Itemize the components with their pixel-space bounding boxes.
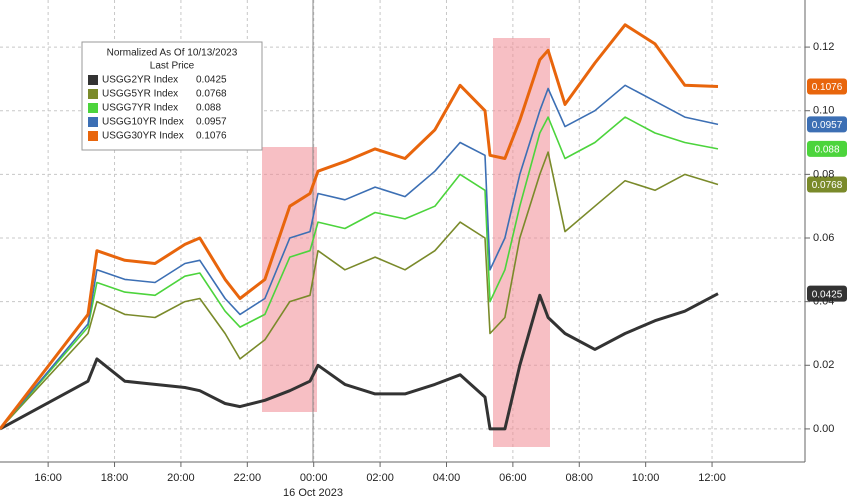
legend-label: USGG5YR Index <box>102 89 178 100</box>
last-price-label: 0.0957 <box>812 120 843 131</box>
last-price-label: 0.088 <box>814 145 839 156</box>
legend-value: 0.0957 <box>196 117 227 128</box>
y-tick-label: 0.04 <box>813 296 834 308</box>
legend-swatch <box>88 131 98 141</box>
x-tick-label: 08:00 <box>566 472 594 484</box>
legend-subtitle: Last Price <box>150 61 195 72</box>
legend-swatch <box>88 75 98 85</box>
y-tick-label: 0.06 <box>813 232 834 244</box>
highlight-span <box>493 38 550 447</box>
legend-value: 0.088 <box>196 103 221 114</box>
y-tick-label: 0.12 <box>813 41 834 53</box>
series-line <box>0 84 719 430</box>
x-sublabel: 16 Oct 2023 <box>283 487 343 499</box>
legend-label: USGG7YR Index <box>102 103 178 114</box>
legend-label: USGG2YR Index <box>102 75 178 86</box>
y-tick-label: 0.08 <box>813 168 834 180</box>
series-line <box>0 151 719 430</box>
legend: Normalized As Of 10/13/2023 Last Price U… <box>81 41 263 151</box>
last-price-label: 0.0425 <box>812 289 843 300</box>
legend-title: Normalized As Of 10/13/2023 <box>107 48 238 59</box>
x-tick-label: 04:00 <box>433 472 461 484</box>
legend-swatch <box>88 117 98 127</box>
last-price-label: 0.0768 <box>812 180 843 191</box>
last-price-tag <box>807 285 847 302</box>
last-price-tag <box>807 140 847 157</box>
legend-label: USGG10YR Index <box>102 117 184 128</box>
last-price-tag <box>807 116 847 133</box>
x-tick-label: 12:00 <box>698 472 726 484</box>
last-price-tag <box>807 78 847 95</box>
series-line <box>0 116 719 430</box>
y-tick-label: 0.02 <box>813 359 834 371</box>
highlight-span <box>262 147 317 412</box>
legend-box <box>81 41 263 151</box>
y-tick-label: 0.00 <box>813 423 834 435</box>
x-tick-label: 00:00 <box>300 472 328 484</box>
series-line <box>0 23 719 430</box>
x-tick-label: 02:00 <box>366 472 394 484</box>
x-tick-label: 18:00 <box>101 472 129 484</box>
last-price-label: 0.1076 <box>812 82 843 93</box>
legend-swatch <box>88 89 98 99</box>
legend-value: 0.1076 <box>196 131 227 142</box>
x-tick-label: 22:00 <box>234 472 262 484</box>
x-tick-label: 20:00 <box>167 472 195 484</box>
legend-swatch <box>88 103 98 113</box>
y-tick-label: 0.10 <box>813 105 834 117</box>
legend-value: 0.0425 <box>196 75 227 86</box>
tags: 0.0425 0.0768 0.088 0.0957 0.1076 <box>807 78 847 302</box>
x-tick-label: 16:00 <box>34 472 62 484</box>
legend-value: 0.0768 <box>196 89 227 100</box>
series-line <box>0 292 719 431</box>
x-tick-label: 10:00 <box>632 472 660 484</box>
legend-label: USGG30YR Index <box>102 131 184 142</box>
last-price-tag <box>807 176 847 193</box>
x-tick-label: 06:00 <box>499 472 527 484</box>
lines <box>0 23 719 431</box>
